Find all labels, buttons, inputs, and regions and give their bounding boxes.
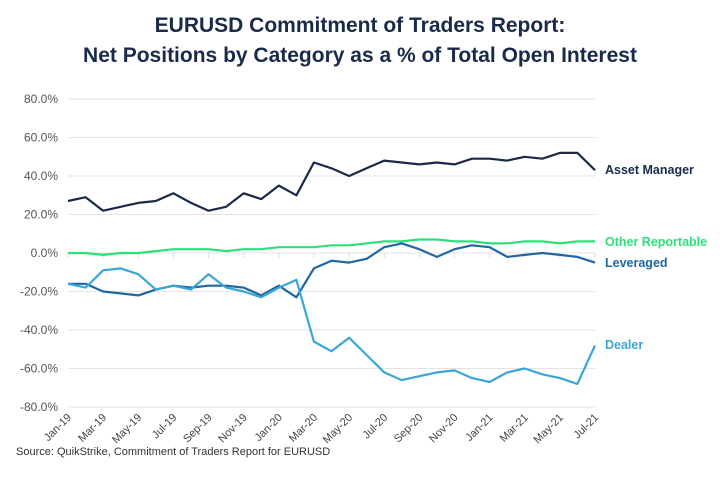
series-line-other-reportable [68, 238, 595, 256]
series-label: Asset Manager [605, 163, 694, 177]
series-label: Dealer [605, 338, 643, 352]
x-tick-label: Mar-21 [498, 412, 531, 445]
x-tick-label: Nov-20 [427, 412, 461, 446]
series-line-dealer [67, 267, 597, 385]
y-tick-label: -80.0% [20, 400, 58, 414]
y-tick-label: 60.0% [24, 131, 58, 145]
y-tick-label: 20.0% [24, 208, 58, 222]
x-tick-label: May-19 [110, 412, 144, 446]
series-line-asset-manager [67, 151, 596, 212]
y-tick-label: -40.0% [20, 323, 58, 337]
y-tick-label: -20.0% [20, 285, 58, 299]
x-tick-label: Jan-21 [463, 412, 495, 444]
x-tick-label: Jul-21 [571, 412, 601, 442]
x-tick-label: Jan-19 [42, 412, 74, 444]
x-tick-label: May-20 [321, 412, 355, 446]
series-label: Other Reportable [605, 235, 707, 249]
x-tick-label: Jul-20 [361, 412, 391, 442]
y-tick-label: 0.0% [31, 246, 59, 260]
x-tick-label: Sep-20 [392, 412, 426, 446]
x-tick-label: Jan-20 [253, 412, 285, 444]
y-tick-label: 80.0% [24, 92, 58, 106]
x-tick-label: Jul-19 [150, 412, 180, 442]
x-tick-label: May-21 [532, 412, 566, 446]
chart-title-line-1: EURUSD Commitment of Traders Report: [154, 14, 566, 37]
x-tick-label: Mar-20 [287, 412, 320, 445]
x-tick-label: Sep-19 [181, 412, 215, 446]
source-note: Source: QuikStrike, Commitment of Trader… [16, 446, 331, 458]
y-tick-label: 40.0% [24, 169, 58, 183]
y-tick-label: -60.0% [20, 362, 58, 376]
x-tick-label: Nov-19 [216, 412, 250, 446]
x-tick-label: Mar-19 [76, 412, 109, 445]
chart-title-line-2: Net Positions by Category as a % of Tota… [83, 44, 637, 67]
series-label: Leveraged [605, 256, 668, 270]
